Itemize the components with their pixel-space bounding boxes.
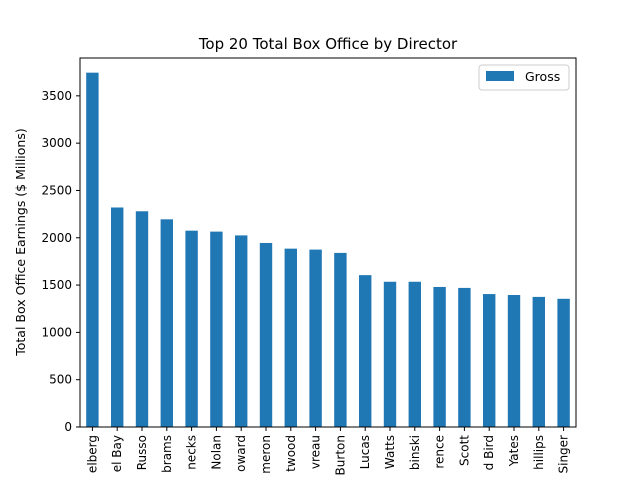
bar-elberg xyxy=(86,72,99,428)
x-tick-label: brams xyxy=(160,435,174,473)
bar-vreau xyxy=(309,249,322,427)
bar-twood xyxy=(284,248,297,427)
x-tick-label: necks xyxy=(185,435,199,470)
x-axis-ticks: elberg el Bay Russo brams necks Nolan oward mer… xyxy=(85,427,571,475)
bar-burton xyxy=(334,252,347,427)
x-tick-label: Scott xyxy=(457,435,471,466)
legend-swatch xyxy=(486,71,514,81)
bar-nolan xyxy=(210,231,223,427)
bar-meron xyxy=(259,242,273,427)
x-tick-label: Lucas xyxy=(358,435,372,469)
x-tick-label: el Bay xyxy=(110,435,124,472)
chart-title: Top 20 Total Box Office by Director xyxy=(198,35,458,53)
bar-scott xyxy=(458,287,471,427)
x-tick-label: Nolan xyxy=(209,435,223,470)
bar-brams xyxy=(160,219,173,427)
bars-layer xyxy=(86,72,570,428)
legend: Gross xyxy=(478,64,570,91)
x-tick-label: Yates xyxy=(507,435,521,467)
bar-lucas xyxy=(359,275,372,427)
bar-watts xyxy=(383,281,397,427)
y-axis-label: Total Box Office Earnings ($ Millions) xyxy=(13,128,28,357)
x-tick-label: Watts xyxy=(383,435,397,469)
bar-singer xyxy=(557,298,570,427)
y-tick-label: 1000 xyxy=(41,325,72,339)
plot-area-frame xyxy=(79,57,577,428)
bar-hillips xyxy=(532,296,545,427)
x-tick-label: meron xyxy=(259,435,273,474)
bar-binski xyxy=(408,281,421,427)
x-tick-label: Burton xyxy=(333,435,347,475)
x-tick-label: Singer xyxy=(557,435,571,474)
x-tick-label: rence xyxy=(433,435,447,469)
y-tick-label: 3500 xyxy=(41,89,72,103)
bar-el-bay xyxy=(111,207,124,427)
bar-russo xyxy=(135,211,149,427)
y-tick-label: 1500 xyxy=(41,278,72,292)
x-tick-label: hillips xyxy=(532,435,546,470)
bar-d-bird xyxy=(483,294,496,427)
bar-rence xyxy=(433,286,446,427)
y-tick-label: 500 xyxy=(49,373,72,387)
x-tick-label: oward xyxy=(234,435,248,472)
x-tick-label: d Bird xyxy=(482,435,496,470)
y-tick-label: 2000 xyxy=(41,231,72,245)
y-tick-label: 0 xyxy=(64,420,72,434)
x-tick-label: vreau xyxy=(309,435,323,469)
x-tick-label: binski xyxy=(408,435,422,470)
x-tick-label: twood xyxy=(284,435,298,472)
x-tick-label: elberg xyxy=(85,435,99,473)
y-tick-label: 3000 xyxy=(41,136,72,150)
y-tick-label: 2500 xyxy=(41,183,72,197)
y-axis-ticks: 0 500 1000 1500 2000 2500 3000 3500 xyxy=(41,89,80,434)
x-tick-label: Russo xyxy=(135,435,149,470)
bar-yates xyxy=(507,295,521,427)
legend-label: Gross xyxy=(525,69,560,84)
bar-oward xyxy=(235,235,248,427)
bar-necks xyxy=(185,230,198,427)
